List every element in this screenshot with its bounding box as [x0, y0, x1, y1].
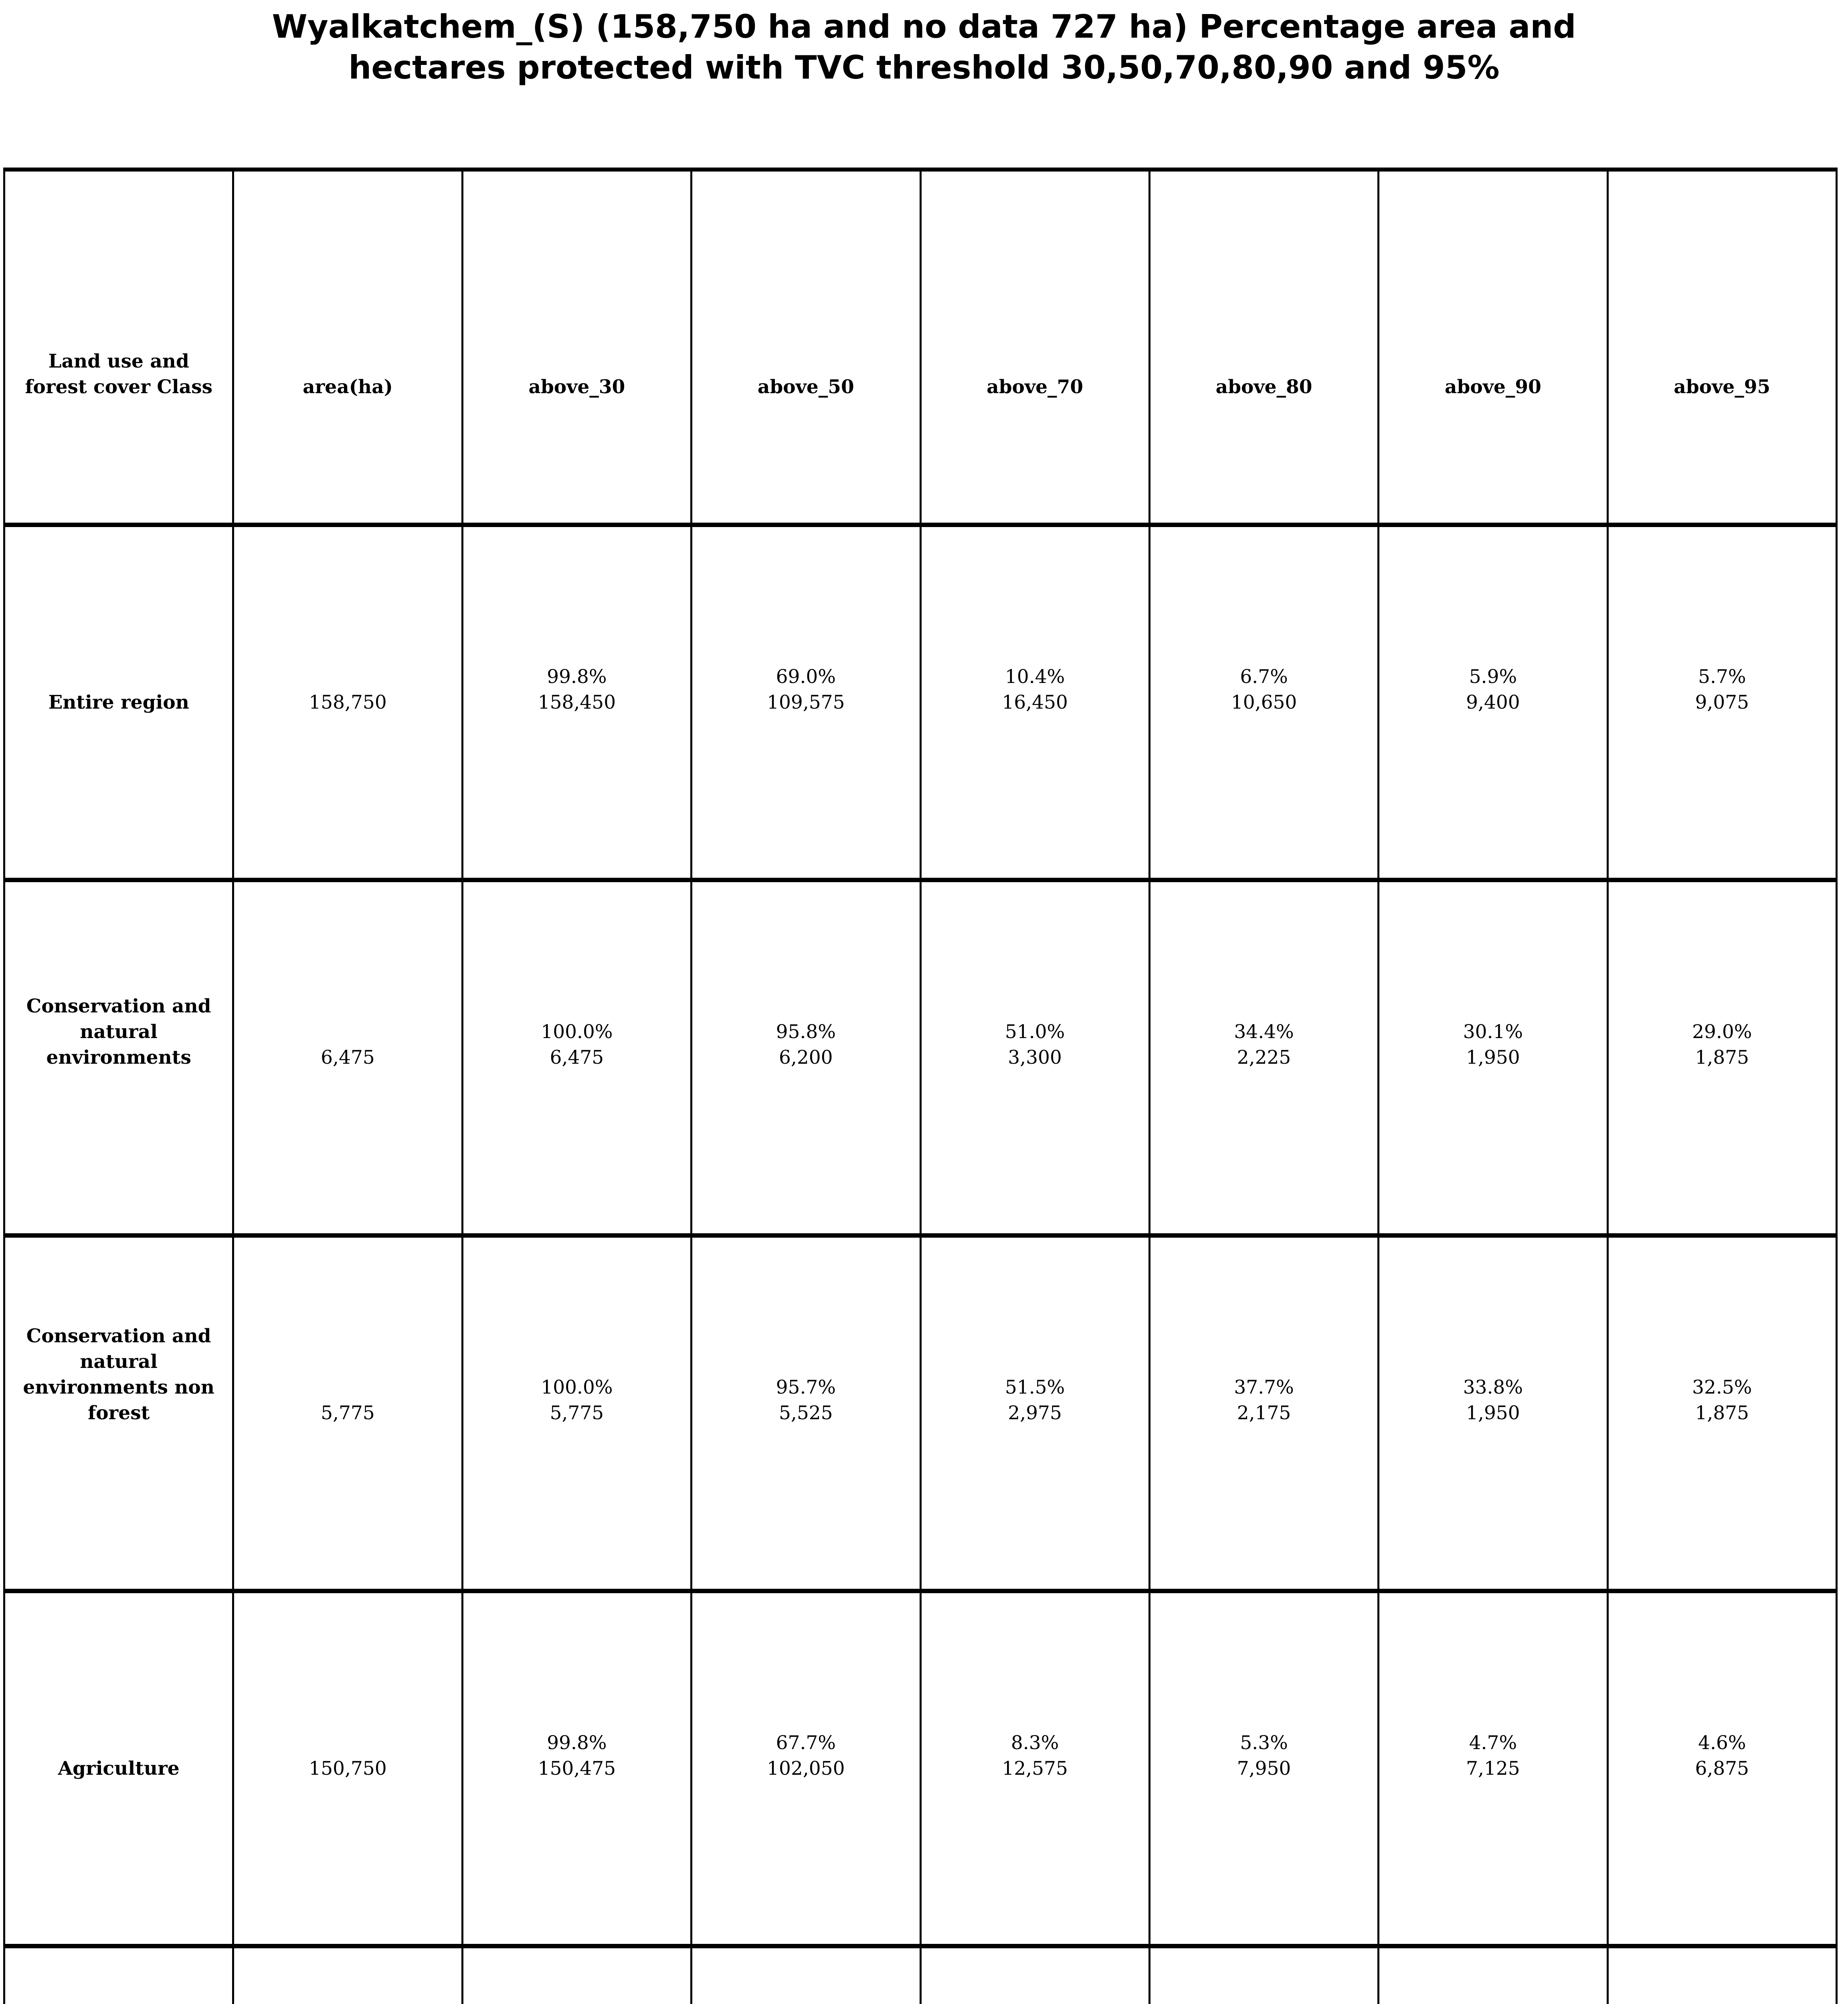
cell-class: Entire region [5, 527, 235, 878]
cell-above-95: 4.6%6,875 [1609, 1948, 1836, 2004]
header-area-ha: area(ha) [234, 172, 463, 523]
cell-area: 150,750 [234, 1593, 463, 1944]
table-row-conservation: Conservation and natural environments 6,… [5, 882, 1836, 1238]
cell-above-50: 69.0% 109,575 [692, 527, 922, 878]
tvc-threshold-table: Land use and forest cover Class area(ha)… [3, 168, 1838, 2004]
cell-class: Agriculture [5, 1593, 235, 1944]
header-above-50: above_50 [692, 172, 922, 523]
cell-above-90: 4.7%7,125 [1379, 1948, 1609, 2004]
cell-above-80: 34.4% 2,225 [1150, 882, 1380, 1234]
page-title-line-1: Wyalkatchem_(S) (158,750 ha and no data … [272, 8, 1576, 45]
header-above-30: above_30 [463, 172, 693, 523]
cell-class: Conservation and natural environments no… [5, 1238, 235, 1589]
cell-above-30: 99.8%150,475 [463, 1593, 693, 1944]
page-title: Wyalkatchem_(S) (158,750 ha and no data … [0, 6, 1848, 88]
cell-above-95: 4.6%6,875 [1695, 1731, 1749, 1780]
cell-above-80: 37.7% 2,175 [1150, 1238, 1380, 1589]
cell-above-80: 5.3%7,950 [1150, 1593, 1380, 1944]
cell-above-50: 95.8% 6,200 [692, 882, 922, 1234]
cell-above-30: 99.8%150,475 [463, 1948, 693, 2004]
cell-above-90: 5.9% 9,400 [1379, 527, 1609, 878]
header-above-95: above_95 [1674, 376, 1771, 398]
cell-above-70: 51.5% 2,975 [922, 1238, 1150, 1589]
cell-above-80: 6.7% 10,650 [1150, 527, 1380, 878]
table-header-row: Land use and forest cover Class area(ha)… [5, 172, 1836, 527]
cell-above-90: 33.8% 1,950 [1379, 1238, 1609, 1589]
cell-above-70: 8.3%12,575 [922, 1948, 1150, 2004]
header-above-70: above_70 [922, 172, 1150, 523]
table-row-cropping: Cropping 150,750 99.8%150,475 67.7%102,0… [5, 1948, 1836, 2004]
table-row-entire-region: Entire region 158,750 99.8% 158,450 69.0%… [5, 527, 1836, 883]
cell-above-30: 100.0% 6,475 [463, 882, 693, 1234]
cell-above-50: 67.7%102,050 [692, 1593, 922, 1944]
page-title-line-2: hectares protected with TVC threshold 30… [348, 49, 1500, 86]
cell-above-50: 95.7% 5,525 [692, 1238, 922, 1589]
cell-above-50: 67.7%102,050 [692, 1948, 922, 2004]
header-above-80: above_80 [1150, 172, 1380, 523]
header-above-90: above_90 [1379, 172, 1609, 523]
cell-above-30: 99.8% 158,450 [463, 527, 693, 878]
cell-above-95: 29.0% 1,875 [1692, 1021, 1752, 1069]
table-row-agriculture: Agriculture 150,750 99.8% 150,475 67.7% 10… [5, 1593, 1836, 1949]
cell-area: 5,775 [234, 1238, 463, 1589]
cell-above-70: 10.4% 16,450 [922, 527, 1150, 878]
cell-class: Conservation and natural environments [5, 882, 235, 1234]
cell-above-95: 32.5% 1,875 [1692, 1376, 1752, 1424]
cell-area: 158,750 [234, 527, 463, 878]
cell-above-90: 4.7%7,125 [1379, 1593, 1609, 1944]
cell-above-95: 5.7% 9,075 [1695, 665, 1749, 713]
cell-above-30: 100.0% 5,775 [463, 1238, 693, 1589]
header-land-use-class: Land use and forest cover Class [5, 172, 235, 523]
cell-above-70: 51.0% 3,300 [922, 882, 1150, 1234]
table-row-conservation-non-forest: Conservation and natural environments no… [5, 1238, 1836, 1593]
cell-class: Cropping [5, 1948, 235, 2004]
cell-area: 6,475 [234, 882, 463, 1234]
cell-area: 150,750 [234, 1948, 463, 2004]
cell-above-70: 8.3%12,575 [922, 1593, 1150, 1944]
cell-above-80: 5.3%7,950 [1150, 1948, 1380, 2004]
cell-above-90: 30.1% 1,950 [1379, 882, 1609, 1234]
